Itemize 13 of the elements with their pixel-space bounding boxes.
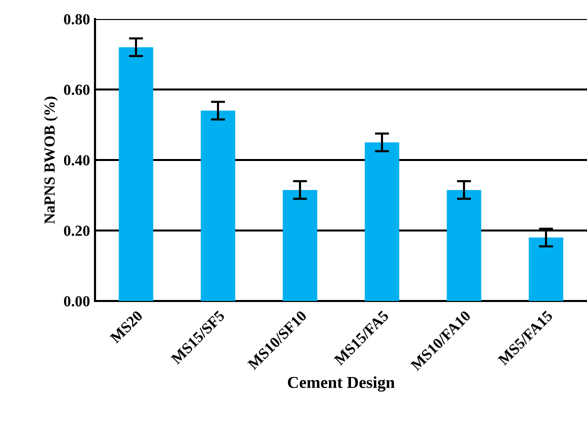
y-tick-label: 0.40 (64, 155, 90, 166)
bar (528, 238, 564, 301)
bar (118, 47, 154, 301)
x-axis-title: Cement Design (288, 376, 395, 392)
bar (200, 110, 236, 301)
y-tick-label: 0.80 (64, 14, 90, 25)
bar (446, 190, 482, 301)
y-tick-label: 0.60 (64, 84, 90, 96)
bar (282, 190, 318, 301)
bar (364, 142, 400, 301)
y-tick-label: 0.00 (64, 296, 90, 307)
y-axis-title: NaPNS BWOB (%) (44, 96, 58, 224)
y-tick-label: 0.20 (64, 226, 90, 236)
